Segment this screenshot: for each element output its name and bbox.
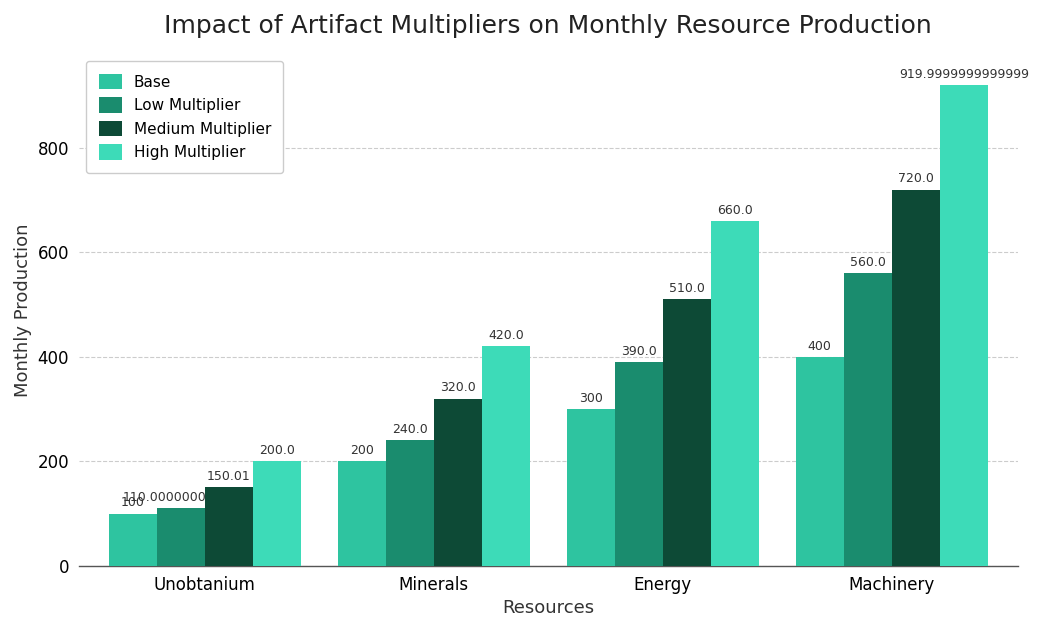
Bar xyxy=(940,85,988,566)
Text: 660.0: 660.0 xyxy=(717,204,753,217)
Bar xyxy=(891,189,940,566)
Bar xyxy=(108,514,156,566)
Bar xyxy=(434,399,482,566)
Bar xyxy=(253,461,301,566)
Bar xyxy=(844,273,891,566)
Text: 560.0: 560.0 xyxy=(849,256,886,269)
Title: Impact of Artifact Multipliers on Monthly Resource Production: Impact of Artifact Multipliers on Monthl… xyxy=(165,14,932,38)
X-axis label: Resources: Resources xyxy=(502,599,594,617)
Bar xyxy=(205,488,253,566)
Bar xyxy=(663,299,711,566)
Bar xyxy=(567,409,614,566)
Text: 390.0: 390.0 xyxy=(621,345,656,358)
Legend: Base, Low Multiplier, Medium Multiplier, High Multiplier: Base, Low Multiplier, Medium Multiplier,… xyxy=(86,61,284,173)
Text: 200: 200 xyxy=(350,444,374,457)
Bar xyxy=(385,440,434,566)
Text: 420.0: 420.0 xyxy=(488,329,524,342)
Bar xyxy=(156,509,205,566)
Bar xyxy=(482,346,530,566)
Text: 100: 100 xyxy=(121,497,145,509)
Bar xyxy=(338,461,385,566)
Text: 400: 400 xyxy=(807,339,832,353)
Text: 240.0: 240.0 xyxy=(392,423,427,436)
Text: 200.0: 200.0 xyxy=(259,444,295,457)
Text: 300: 300 xyxy=(579,392,603,405)
Y-axis label: Monthly Production: Monthly Production xyxy=(14,223,32,396)
Text: 510.0: 510.0 xyxy=(669,282,705,295)
Text: 150.01: 150.01 xyxy=(207,470,251,483)
Text: 919.9999999999999: 919.9999999999999 xyxy=(899,68,1029,81)
Bar xyxy=(711,221,759,566)
Text: 720.0: 720.0 xyxy=(898,172,933,186)
Text: 320.0: 320.0 xyxy=(440,381,476,394)
Bar xyxy=(796,357,844,566)
Text: 110.00000000001: 110.00000000001 xyxy=(123,491,238,504)
Bar xyxy=(614,362,663,566)
